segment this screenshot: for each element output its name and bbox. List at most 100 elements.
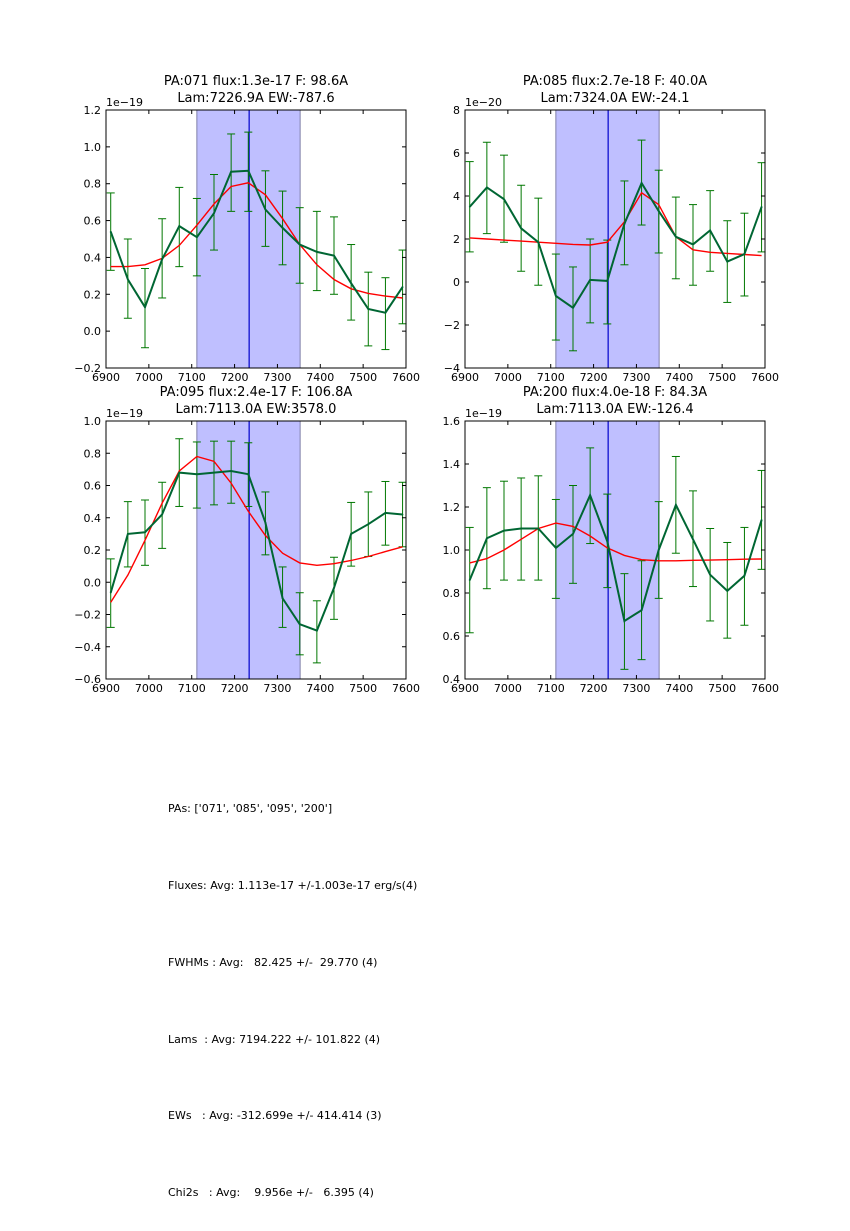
data-point: [572, 307, 574, 309]
y-tick-label: 0.4: [443, 673, 461, 686]
data-point: [247, 170, 250, 172]
y-tick-label: 0.2: [84, 544, 102, 557]
subplot-title-line2: Lam:7324.0A EW:-24.1: [540, 91, 689, 106]
x-tick-label: 6900: [92, 371, 120, 384]
data-point: [333, 254, 335, 257]
x-tick-label: 7200: [221, 371, 249, 384]
y-tick-label: 1.6: [443, 415, 461, 428]
data-point: [675, 504, 677, 506]
data-point: [572, 533, 574, 535]
data-point: [623, 223, 626, 225]
data-point: [109, 230, 112, 233]
x-tick-label: 7200: [221, 682, 249, 695]
y-scale-label: 1e−19: [465, 407, 502, 420]
subplot-1: 6900 7000 7100 7200 7300 7400 7500 7600 −0.2 0.0 0…: [74, 74, 420, 384]
data-point: [401, 513, 404, 516]
stats-summary: PAs: ['071', '085', '095', '200'] Fluxes…: [168, 745, 417, 1231]
y-scale-label: 1e−19: [106, 407, 143, 420]
x-tick-label: 7100: [537, 682, 565, 695]
y-tick-label: 1.2: [84, 104, 102, 117]
data-point: [743, 253, 746, 255]
data-point: [640, 609, 643, 611]
data-point: [401, 286, 404, 288]
data-point: [144, 306, 146, 308]
y-tick-label: 1.2: [443, 501, 461, 514]
figure: 6900 7000 7100 7200 7300 7400 7500 7600 −0.2 0.0 0…: [74, 74, 779, 695]
stats-pas: PAs: ['071', '085', '095', '200']: [168, 802, 333, 816]
y-tick-label: 1.0: [84, 415, 102, 428]
data-point: [709, 573, 711, 576]
data-point: [537, 241, 540, 244]
data-point: [127, 278, 129, 281]
y-tick-label: 0.0: [84, 576, 102, 589]
subplot-title-line2: Lam:7226.9A EW:-787.6: [177, 91, 334, 106]
data-point: [264, 208, 267, 211]
data-point: [161, 258, 163, 261]
x-tick-label: 7600: [392, 682, 420, 695]
data-point: [503, 529, 505, 532]
x-tick-label: 7000: [135, 682, 163, 695]
x-tick-label: 7500: [708, 682, 736, 695]
data-point: [589, 494, 591, 496]
subplot-title-line1: PA:071 flux:1.3e-17 F: 98.6A: [164, 74, 348, 89]
data-point: [367, 308, 370, 310]
data-point: [127, 533, 129, 535]
data-point: [367, 523, 370, 525]
data-point: [675, 236, 677, 238]
data-point: [743, 575, 746, 577]
subplot-title-line1: PA:095 flux:2.4e-17 F: 106.8A: [160, 385, 353, 400]
stats-fluxes: Fluxes: Avg: 1.113e-17 +/-1.003e-17 erg/…: [168, 878, 418, 892]
x-tick-label: 7400: [306, 682, 334, 695]
x-tick-label: 7300: [622, 371, 650, 384]
data-line: [468, 180, 763, 310]
y-tick-label: 1.0: [443, 544, 461, 557]
data-point: [230, 470, 232, 472]
x-tick-label: 6900: [451, 371, 479, 384]
y-tick-label: −0.2: [74, 362, 101, 375]
subplot-title-line2: Lam:7113.0A EW:3578.0: [176, 402, 337, 417]
data-point: [537, 527, 540, 530]
subplot-title-line1: PA:085 flux:2.7e-18 F: 40.0A: [523, 74, 707, 89]
y-tick-label: 0.8: [84, 447, 102, 460]
data-point: [213, 471, 215, 474]
data-point: [623, 620, 626, 622]
x-tick-label: 7600: [751, 682, 779, 695]
data-point: [555, 547, 557, 549]
error-bar: [671, 196, 680, 280]
data-point: [109, 591, 112, 594]
data-point: [298, 243, 301, 246]
axes-frame: [105, 109, 407, 369]
data-point: [726, 260, 729, 263]
data-point: [281, 597, 284, 600]
data-point: [709, 229, 711, 232]
x-tick-label: 7500: [349, 682, 377, 695]
data-point: [486, 537, 488, 539]
x-tick-label: 7100: [178, 371, 206, 384]
x-tick-label: 7100: [178, 682, 206, 695]
data-point: [161, 513, 163, 516]
data-point: [350, 282, 352, 285]
y-tick-label: 4: [453, 190, 460, 203]
y-tick-label: 1.4: [443, 458, 461, 471]
data-point: [316, 629, 318, 632]
y-tick-label: 0.2: [84, 288, 102, 301]
fit-line: [469, 522, 762, 564]
data-point: [264, 521, 267, 524]
subplot-2: 6900 7000 7100 7200 7300 7400 7500 7600 −4 −2 0 2 4 6…: [444, 74, 779, 384]
y-scale-label: 1e−19: [106, 96, 143, 109]
data-point: [298, 623, 301, 625]
data-point: [316, 251, 318, 253]
y-tick-label: 0.8: [84, 178, 102, 191]
data-point: [657, 549, 660, 551]
stats-chi2s: Chi2s : Avg: 9.956e +/- 6.395 (4): [168, 1186, 374, 1200]
x-tick-label: 7300: [263, 371, 291, 384]
x-tick-label: 7500: [708, 371, 736, 384]
data-point: [520, 227, 522, 230]
data-point: [640, 182, 643, 184]
data-point: [384, 311, 387, 314]
stats-lams: Lams : Avg: 7194.222 +/- 101.822 (4): [168, 1032, 381, 1046]
data-line: [468, 492, 763, 623]
y-tick-label: 0.6: [443, 630, 461, 643]
data-point: [384, 512, 387, 514]
y-tick-label: 2: [453, 233, 460, 246]
